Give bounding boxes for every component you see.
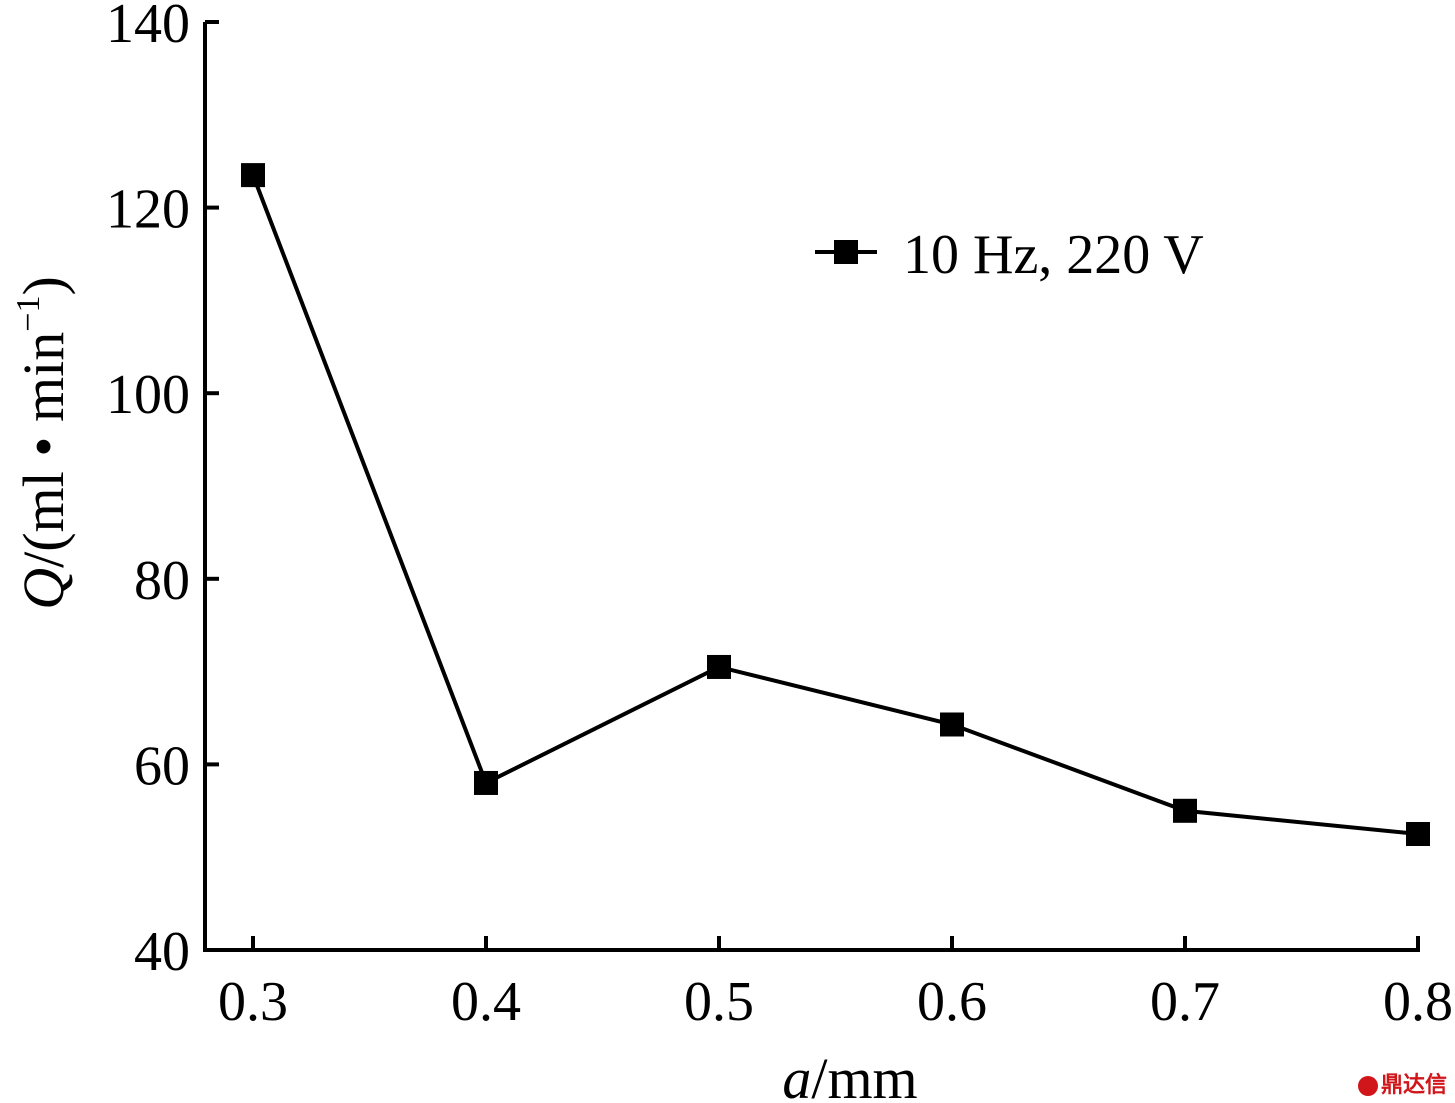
y-tick-label: 80: [134, 550, 190, 612]
watermark-logo: 鼎达信: [1357, 1067, 1447, 1099]
legend-label: 10 Hz, 220 V: [903, 224, 1204, 286]
x-tick-label: 0.5: [684, 971, 754, 1033]
axes: [203, 22, 1420, 952]
y-tick-label: 60: [134, 735, 190, 797]
x-ticks: 0.3 0.4 0.5 0.6 0.7 0.8: [218, 936, 1453, 1033]
y-tick-label: 120: [106, 179, 190, 241]
data-point: [940, 712, 964, 737]
y-tick-label: 100: [106, 364, 190, 426]
y-tick-label: 140: [106, 0, 190, 55]
y-axis-title: Q/(ml • min−1): [10, 276, 76, 610]
series-layer: [241, 163, 1430, 846]
x-tick-label: 0.7: [1150, 971, 1220, 1033]
y-tick-label: 40: [134, 921, 190, 983]
data-point: [707, 654, 731, 679]
x-tick-label: 0.8: [1383, 971, 1453, 1033]
data-point: [474, 770, 498, 795]
series-line: [251, 174, 1419, 836]
data-point: [1406, 822, 1430, 846]
data-point: [241, 163, 265, 188]
data-point: [1173, 798, 1197, 823]
x-tick-label: 0.3: [218, 971, 288, 1033]
x-tick-label: 0.6: [917, 971, 987, 1033]
legend-marker: [834, 240, 858, 264]
watermark-icon: [1357, 1076, 1378, 1096]
x-axis-title: a/mm: [782, 1046, 917, 1103]
x-tick-label: 0.4: [451, 971, 521, 1033]
y-ticks: 40 60 80 100 120 140: [106, 0, 219, 983]
legend: 10 Hz, 220 V: [815, 224, 1204, 286]
